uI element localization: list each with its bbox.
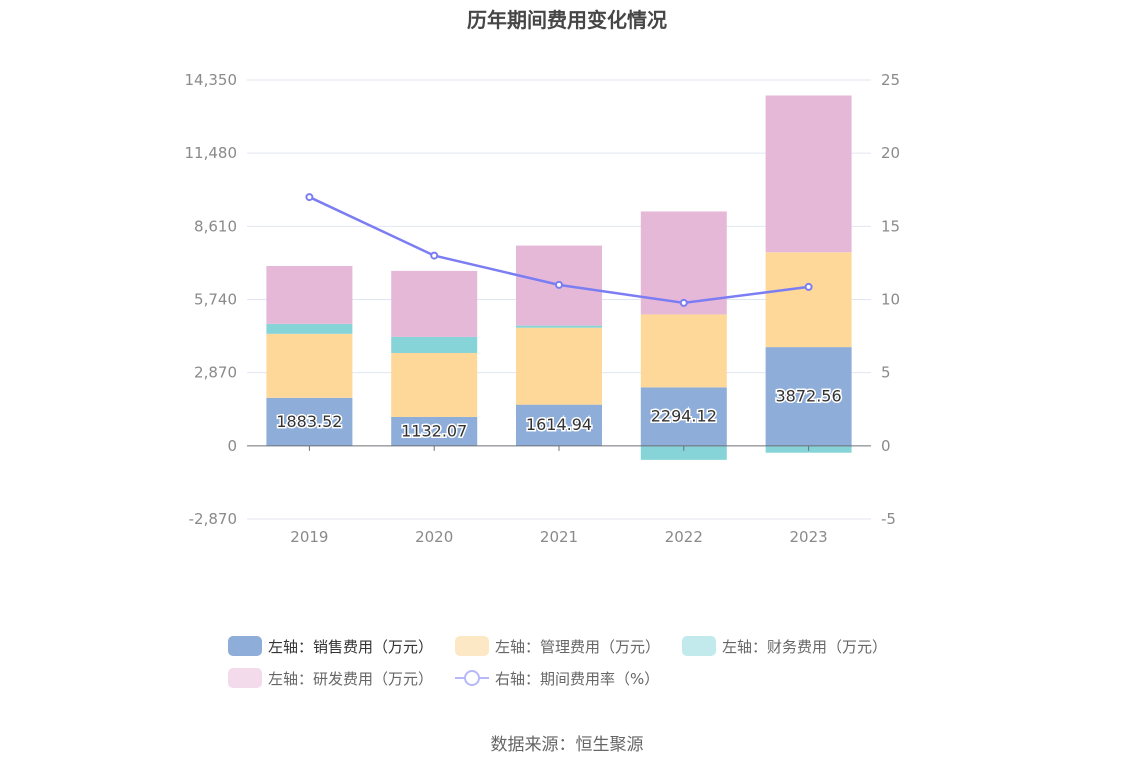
left-axis-tick-label: 5,740 [194, 291, 237, 309]
legend-swatch-admin [455, 636, 490, 656]
legend-item-finance[interactable]: 左轴：财务费用（万元） [682, 636, 887, 657]
x-axis-tick-label: 2022 [665, 528, 703, 546]
left-axis-tick-label: -2,870 [189, 510, 237, 528]
legend-swatch-sales [228, 636, 262, 656]
legend-item-admin[interactable]: 左轴：管理费用（万元） [455, 636, 660, 657]
legend: 左轴：销售费用（万元） 左轴：管理费用（万元） 左轴：财务费用（万元） 左轴：研… [228, 630, 928, 694]
bar-segment [391, 270, 478, 337]
bar-segment [391, 352, 478, 417]
x-axis-tick-label: 2023 [790, 528, 828, 546]
left-axis-tick-label: 11,480 [185, 144, 238, 162]
right-axis-tick-label: -5 [881, 510, 896, 528]
x-axis-tick-label: 2021 [540, 528, 578, 546]
left-axis-tick-label: 8,610 [194, 217, 237, 235]
bar-segment [765, 95, 852, 253]
bar-segment [391, 416, 478, 446]
right-axis-tick-label: 20 [881, 144, 900, 162]
bar-segment [640, 445, 727, 460]
bar-segment [765, 252, 852, 348]
rate-point [430, 251, 439, 260]
legend-label-rnd: 左轴：研发费用（万元） [268, 669, 434, 688]
bar-segment [391, 336, 478, 353]
rate-point [679, 298, 688, 307]
left-axis-tick-label: 0 [227, 437, 237, 455]
legend-line-circle-icon [455, 668, 490, 688]
right-axis-tick-label: 0 [881, 437, 891, 455]
legend-label-sales: 左轴：销售费用（万元） [268, 637, 434, 656]
legend-item-rnd[interactable]: 左轴：研发费用（万元） [228, 668, 433, 689]
bar-segment [266, 397, 353, 446]
data-label: 1614.94 [526, 415, 592, 434]
legend-swatch-finance [682, 636, 717, 656]
chart-plot: 14,350 25 11,480 20 8,610 15 5,740 10 2,870 5 0 0 -2… [185, 71, 901, 546]
bar-segment [266, 266, 353, 324]
bar-segment [765, 347, 852, 446]
chart-title: 历年期间费用变化情况 [467, 8, 667, 32]
rate-point [804, 282, 813, 291]
right-axis-tick-label: 25 [881, 71, 900, 89]
legend-swatch-rnd [228, 668, 262, 688]
bar-segment [640, 314, 727, 388]
rate-point [305, 193, 314, 202]
right-axis-tick-label: 10 [881, 291, 900, 309]
legend-label-rate: 右轴：期间费用率（%） [495, 669, 660, 688]
data-label: 1883.52 [276, 412, 342, 431]
right-axis-tick-label: 15 [881, 217, 900, 235]
data-source: 数据来源：恒生聚源 [490, 735, 644, 755]
legend-label-admin: 左轴：管理费用（万元） [495, 637, 661, 656]
data-label: 2294.12 [651, 407, 717, 426]
legend-item-rate[interactable]: 右轴：期间费用率（%） [455, 668, 659, 689]
x-axis-tick-label: 2019 [290, 528, 328, 546]
right-axis-tick-label: 5 [881, 364, 891, 382]
x-axis-tick-label: 2020 [415, 528, 453, 546]
bar-segment [516, 325, 602, 328]
bar-segment [640, 387, 727, 446]
bar-segment [516, 327, 602, 405]
bar-segment [266, 333, 353, 398]
legend-label-finance: 左轴：财务费用（万元） [722, 637, 888, 656]
data-label: 3872.56 [776, 386, 842, 405]
legend-item-sales[interactable]: 左轴：销售费用（万元） [228, 636, 433, 657]
rate-point [555, 280, 563, 289]
bar-segment [640, 211, 727, 315]
left-axis-tick-label: 14,350 [185, 71, 238, 89]
left-axis-tick-label: 2,870 [194, 364, 237, 382]
data-label: 1132.07 [401, 421, 467, 440]
bar-segment [266, 323, 353, 334]
bar-segment [516, 404, 602, 446]
